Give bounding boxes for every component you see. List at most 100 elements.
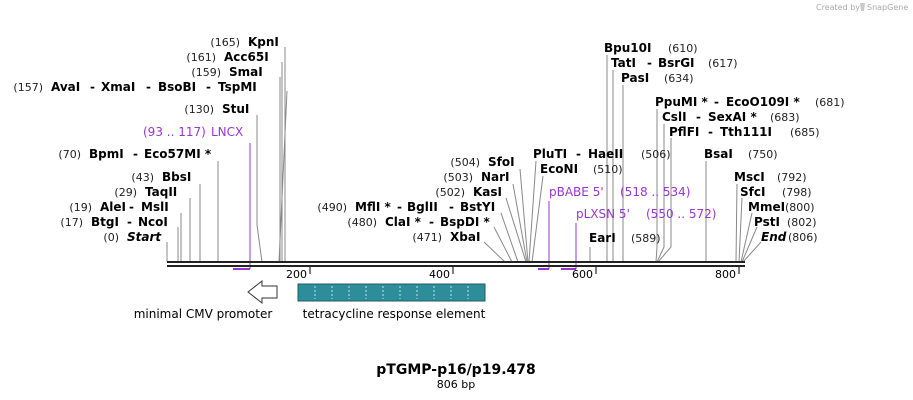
svg-text:BspDI *: BspDI * — [440, 215, 490, 229]
svg-text:-: - — [127, 215, 132, 229]
svg-text:(681): (681) — [815, 96, 845, 109]
site-eari[interactable]: EarI (589) — [589, 231, 661, 245]
svg-text:Start: Start — [127, 230, 162, 244]
site-acc65i[interactable]: (161) Acc65I — [186, 50, 268, 64]
svg-text:AleI: AleI — [100, 200, 126, 214]
svg-text:HaeII: HaeII — [588, 147, 623, 161]
svg-text:TspMI: TspMI — [218, 80, 257, 94]
svg-text:-: - — [397, 200, 402, 214]
promoter-arrow-icon — [247, 279, 278, 305]
svg-text:MflI *: MflI * — [355, 200, 391, 214]
site-smai[interactable]: (159) SmaI — [191, 65, 262, 79]
site-xbai[interactable]: (471) XbaI — [412, 230, 480, 244]
svg-text:(480): (480) — [347, 216, 377, 229]
svg-text:(802): (802) — [787, 216, 817, 229]
svg-text:CslI: CslI — [662, 110, 687, 124]
primer-plxsn[interactable]: pLXSN 5' (550 .. 572) — [561, 207, 716, 270]
site-bsai[interactable]: BsaI (750) — [704, 147, 778, 161]
site-taqii[interactable]: (29) TaqII — [114, 185, 177, 199]
site-mmei[interactable]: MmeI (800) — [748, 200, 815, 214]
svg-text:(506): (506) — [641, 148, 671, 161]
site-kpni[interactable]: (165) KpnI — [210, 35, 279, 49]
svg-text:pLXSN 5': pLXSN 5' — [576, 207, 630, 221]
svg-text:SfcI: SfcI — [740, 185, 765, 199]
svg-text:(490): (490) — [317, 201, 347, 214]
site-msci[interactable]: MscI (792) — [734, 170, 807, 184]
svg-text:Eco57MI *: Eco57MI * — [144, 147, 212, 161]
svg-text:-: - — [206, 80, 211, 94]
svg-text:(19): (19) — [69, 201, 92, 214]
site-bpmi[interactable]: (70) BpmI - Eco57MI * — [58, 147, 211, 161]
site-alei[interactable]: (19) AleI - MslI — [69, 200, 168, 214]
site-bpu10i[interactable]: Bpu10I (610) — [604, 41, 698, 55]
svg-text:-: - — [429, 215, 434, 229]
svg-text:(93 .. 117): (93 .. 117) — [143, 125, 206, 139]
primer-pbabe[interactable]: pBABE 5' (518 .. 534) — [538, 185, 690, 270]
site-pluti[interactable]: PluTI - HaeII (506) — [533, 147, 671, 161]
svg-text:PluTI: PluTI — [533, 147, 567, 161]
plasmid-title: pTGMP-p16/p19.478 — [376, 362, 535, 378]
svg-text:(130): (130) — [184, 103, 214, 116]
svg-text:End: End — [761, 230, 787, 244]
svg-text:(502): (502) — [435, 186, 465, 199]
site-csli[interactable]: CslI - SexAI * (683) — [662, 110, 800, 124]
svg-text:-: - — [576, 147, 581, 161]
svg-text:-: - — [146, 80, 151, 94]
primer-lncx[interactable]: (93 .. 117) LNCX — [143, 125, 251, 270]
svg-text:XbaI: XbaI — [450, 230, 480, 244]
site-avai[interactable]: (157) AvaI - XmaI - BsoBI - TspMI — [13, 80, 256, 94]
feature-minimal-cmv-promoter[interactable]: minimal CMV promoter — [134, 279, 278, 321]
site-pasi[interactable]: PasI (634) — [621, 71, 694, 85]
site-mfli[interactable]: (490) MflI * - BglII - BstYI — [317, 200, 495, 214]
svg-text:minimal CMV promoter: minimal CMV promoter — [134, 307, 273, 321]
svg-text:SfoI: SfoI — [488, 155, 515, 169]
site-kasi[interactable]: (502) KasI — [435, 185, 502, 199]
svg-text:MscI: MscI — [734, 170, 765, 184]
feature-tetracycline-response-element[interactable]: tetracycline response element — [297, 283, 486, 321]
svg-text:(685): (685) — [790, 126, 820, 139]
svg-text:MmeI: MmeI — [748, 200, 785, 214]
svg-text:(503): (503) — [443, 171, 473, 184]
svg-text:pBABE 5': pBABE 5' — [549, 185, 604, 199]
svg-text:(550 .. 572): (550 .. 572) — [646, 207, 716, 221]
tick-800: 800 — [715, 268, 736, 281]
watermark-prefix: Created by — [816, 3, 860, 12]
tick-200: 200 — [286, 268, 307, 281]
site-psti[interactable]: PstI (802) — [754, 215, 817, 229]
site-start[interactable]: (0) Start — [103, 230, 162, 244]
axis: 200 400 600 800 — [286, 267, 740, 281]
tre-block — [297, 283, 486, 302]
svg-text:-: - — [449, 200, 454, 214]
site-bbsi[interactable]: (43) BbsI — [131, 170, 191, 184]
svg-text:(617): (617) — [708, 57, 738, 70]
svg-text:(634): (634) — [664, 72, 694, 85]
svg-text:KasI: KasI — [473, 185, 502, 199]
site-pflfi[interactable]: PflFI - Tth111I (685) — [669, 125, 820, 139]
svg-text:PasI: PasI — [621, 71, 649, 85]
site-end[interactable]: End (806) — [761, 230, 818, 244]
site-tati[interactable]: TatI - BsrGI (617) — [611, 56, 738, 70]
svg-text:-: - — [133, 147, 138, 161]
svg-text:(161): (161) — [186, 51, 216, 64]
svg-text:LNCX: LNCX — [211, 125, 243, 139]
svg-text:BbsI: BbsI — [162, 170, 191, 184]
svg-text:KpnI: KpnI — [248, 35, 279, 49]
svg-text:(159): (159) — [191, 66, 221, 79]
site-econi[interactable]: EcoNI (510) — [540, 162, 623, 176]
site-sfoi[interactable]: (504) SfoI — [450, 155, 514, 169]
site-clai[interactable]: (480) ClaI * - BspDI * — [347, 215, 490, 229]
svg-text:(589): (589) — [631, 232, 661, 245]
site-nari[interactable]: (503) NarI — [443, 170, 509, 184]
site-sfci[interactable]: SfcI (798) — [740, 185, 812, 199]
svg-text:-: - — [647, 56, 652, 70]
svg-text:(792): (792) — [777, 171, 807, 184]
site-ppumi[interactable]: PpuMI * - EcoO109I * (681) — [655, 95, 845, 109]
tick-600: 600 — [572, 268, 593, 281]
watermark-brand: SnapGene — [867, 3, 908, 12]
site-btgi[interactable]: (17) BtgI - NcoI — [60, 215, 167, 229]
svg-text:(165): (165) — [210, 36, 240, 49]
site-stui[interactable]: (130) StuI — [184, 102, 249, 116]
svg-text:MslI: MslI — [141, 200, 169, 214]
svg-text:NarI: NarI — [481, 170, 510, 184]
svg-text:BstYI: BstYI — [460, 200, 495, 214]
